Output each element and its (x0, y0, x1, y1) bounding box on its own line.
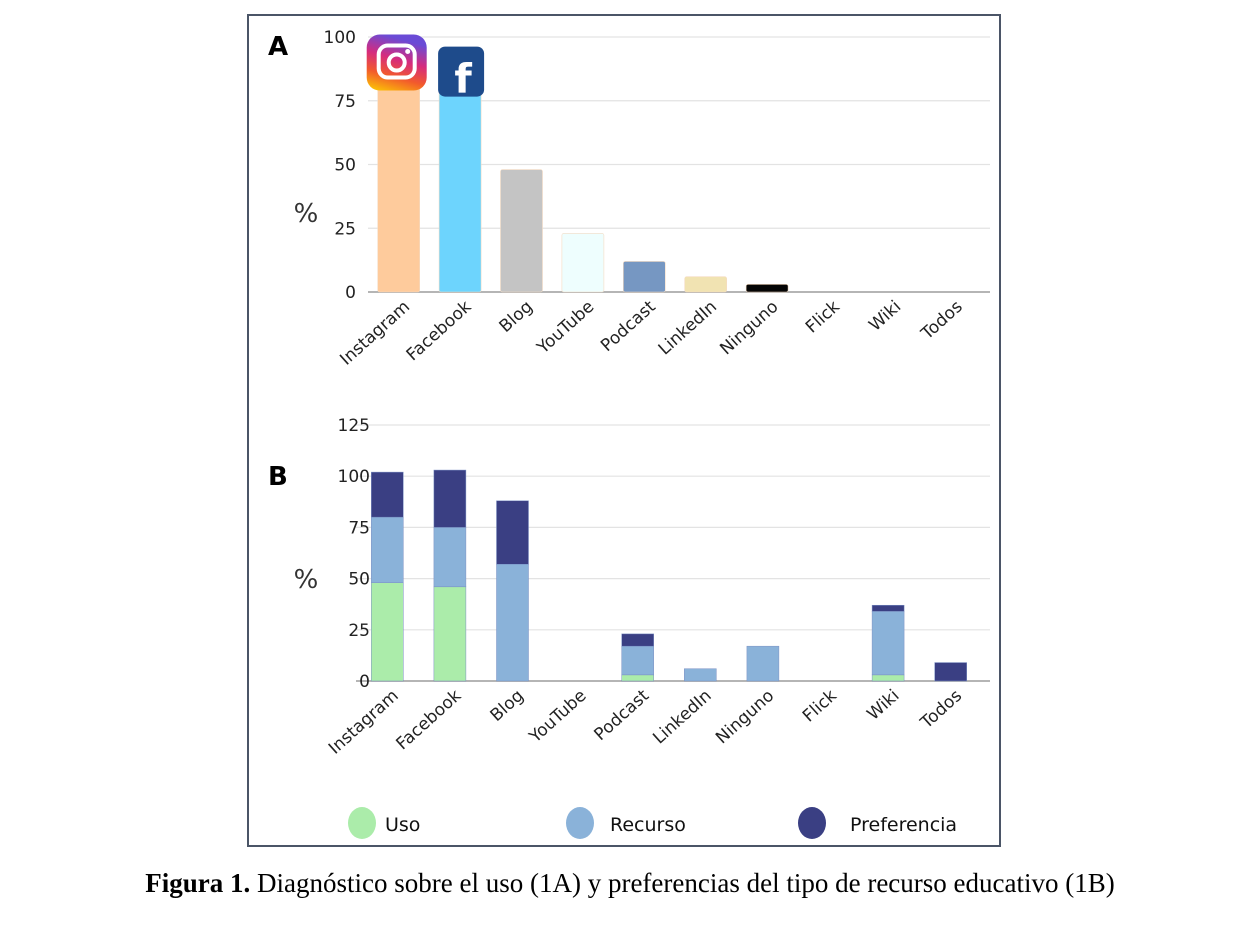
x-tick-label: Todos (916, 686, 966, 734)
bar-segment-wiki-preferencia (871, 604, 905, 612)
instagram-icon-lens (386, 52, 407, 73)
y-tick-label: 75 (334, 92, 356, 112)
bar-segment-instagram-preferencia (371, 471, 404, 518)
y-tick-label: 100 (324, 28, 356, 48)
x-tick-label: Ninguno (712, 686, 778, 748)
figure-frame (247, 14, 1001, 847)
figure-caption: Figura 1. Diagnóstico sobre el uso (1A) … (0, 868, 1260, 899)
instagram-icon (366, 34, 427, 91)
x-tick-label: Todos (917, 297, 967, 345)
bar-segment-ninguno-recurso (746, 645, 780, 682)
y-tick-label: 25 (334, 219, 356, 239)
legend-label-preferencia: Preferencia (850, 814, 957, 836)
legend-label-recurso: Recurso (610, 814, 686, 836)
bar-segment-facebook-preferencia (433, 469, 467, 528)
bar-segment-podcast-uso (621, 674, 654, 682)
panel-label: B (268, 462, 288, 492)
bar-segment-blog-preferencia (496, 500, 529, 565)
y-tick-label: 75 (348, 518, 370, 538)
x-tick-label: Wiki (865, 297, 905, 336)
x-tick-label: Instagram (325, 686, 403, 759)
x-tick-label: Flick (799, 686, 841, 727)
caption-text: Diagnóstico sobre el uso (1A) y preferen… (250, 868, 1115, 898)
bar-segment-podcast-recurso (621, 645, 654, 676)
y-tick-label: 0 (359, 672, 370, 692)
legend-swatch-preferencia (798, 807, 826, 839)
bar-segment-wiki-recurso (871, 611, 905, 676)
bar-segment-wiki-uso (871, 674, 905, 682)
bar-segment-instagram-recurso (371, 516, 404, 583)
x-tick-label: LinkedIn (649, 686, 715, 749)
x-tick-label: Facebook (403, 297, 476, 365)
bar-segment-linkedin-recurso (684, 668, 717, 682)
legend-swatch-recurso (566, 807, 594, 839)
bar-segment-podcast-preferencia (621, 633, 654, 647)
instagram-icon-frame (376, 43, 417, 80)
legend-swatch-uso (348, 807, 376, 839)
bar-instagram (377, 62, 421, 293)
y-axis-label: % (294, 565, 319, 595)
bar-segment-blog-recurso (496, 564, 529, 682)
bar-segment-facebook-recurso (433, 527, 467, 588)
x-tick-label: Blog (496, 297, 537, 337)
bar-segment-todos-preferencia (934, 662, 967, 682)
x-tick-label: YouTube (525, 686, 591, 748)
caption-label: Figura 1. (145, 868, 251, 898)
bar-podcast (622, 261, 666, 293)
x-tick-label: Blog (487, 686, 528, 726)
x-tick-label: Ninguno (716, 297, 782, 359)
bar-blog (500, 169, 543, 293)
bar-youtube (561, 233, 605, 293)
bar-segment-facebook-uso (433, 586, 467, 682)
facebook-icon-glyph: f (454, 57, 472, 103)
y-tick-label: 50 (334, 156, 356, 176)
bar-ninguno (745, 284, 789, 293)
y-tick-label: 125 (338, 416, 370, 436)
bar-segment-instagram-uso (371, 582, 404, 682)
x-tick-label: Podcast (597, 297, 660, 356)
y-tick-label: 0 (345, 283, 356, 303)
x-tick-label: Facebook (392, 686, 465, 754)
y-tick-label: 25 (348, 621, 370, 641)
x-tick-label: LinkedIn (655, 297, 721, 360)
instagram-icon-bg (366, 34, 427, 91)
y-axis-label: % (294, 199, 319, 229)
x-tick-label: YouTube (533, 297, 599, 359)
panel-b: 0 25 50 75 100 125 B% Uso Recurso Preferencia Inst… (268, 416, 990, 839)
panel-label: A (268, 32, 288, 62)
legend-label-uso: Uso (385, 814, 420, 836)
facebook-icon-bg (438, 46, 485, 97)
bar-linkedin (684, 276, 728, 293)
x-tick-label: Podcast (591, 686, 654, 745)
x-tick-label: Flick (802, 297, 844, 338)
facebook-icon: f (438, 46, 485, 103)
y-tick-label: 100 (338, 467, 370, 487)
x-tick-label: Wiki (864, 686, 904, 725)
x-tick-label: Instagram (336, 297, 414, 370)
y-tick-label: 50 (348, 570, 370, 590)
instagram-icon-dot (405, 49, 411, 54)
